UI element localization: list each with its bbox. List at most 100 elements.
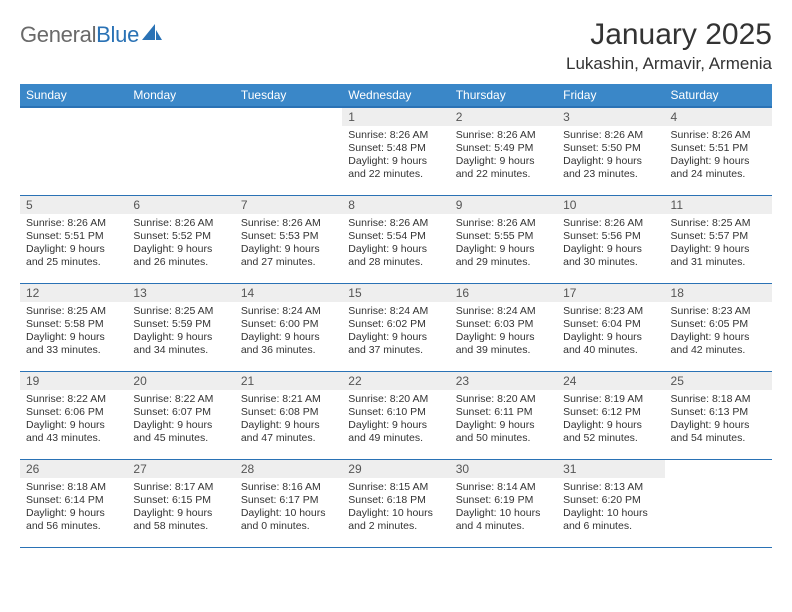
calendar-cell: 15Sunrise: 8:24 AMSunset: 6:02 PMDayligh… [342, 283, 449, 371]
day-header: Thursday [450, 84, 557, 107]
sunrise-line: Sunrise: 8:25 AM [26, 305, 121, 318]
sunrise-line: Sunrise: 8:24 AM [348, 305, 443, 318]
day-number: 28 [235, 460, 342, 478]
day-number: 16 [450, 284, 557, 302]
calendar-cell [665, 459, 772, 547]
cell-body: Sunrise: 8:25 AMSunset: 5:58 PMDaylight:… [20, 302, 127, 362]
day-number: 14 [235, 284, 342, 302]
sunrise-line: Sunrise: 8:13 AM [563, 481, 658, 494]
day-number: 7 [235, 196, 342, 214]
day-number: 8 [342, 196, 449, 214]
sunrise-line: Sunrise: 8:24 AM [456, 305, 551, 318]
sunset-line: Sunset: 5:55 PM [456, 230, 551, 243]
day-header: Tuesday [235, 84, 342, 107]
calendar-cell: 30Sunrise: 8:14 AMSunset: 6:19 PMDayligh… [450, 459, 557, 547]
sunrise-line: Sunrise: 8:26 AM [133, 217, 228, 230]
cell-body: Sunrise: 8:18 AMSunset: 6:13 PMDaylight:… [665, 390, 772, 450]
calendar-cell: 9Sunrise: 8:26 AMSunset: 5:55 PMDaylight… [450, 195, 557, 283]
daylight-line: Daylight: 9 hours and 45 minutes. [133, 419, 228, 445]
daylight-line: Daylight: 9 hours and 39 minutes. [456, 331, 551, 357]
calendar-cell: 16Sunrise: 8:24 AMSunset: 6:03 PMDayligh… [450, 283, 557, 371]
day-number: 3 [557, 108, 664, 126]
day-number: 20 [127, 372, 234, 390]
calendar-cell: 5Sunrise: 8:26 AMSunset: 5:51 PMDaylight… [20, 195, 127, 283]
cell-body: Sunrise: 8:26 AMSunset: 5:55 PMDaylight:… [450, 214, 557, 274]
calendar-table: SundayMondayTuesdayWednesdayThursdayFrid… [20, 84, 772, 548]
cell-body: Sunrise: 8:26 AMSunset: 5:51 PMDaylight:… [20, 214, 127, 274]
day-number: 5 [20, 196, 127, 214]
day-number: 9 [450, 196, 557, 214]
day-number: 27 [127, 460, 234, 478]
cell-body: Sunrise: 8:23 AMSunset: 6:05 PMDaylight:… [665, 302, 772, 362]
day-number: 13 [127, 284, 234, 302]
sunset-line: Sunset: 6:08 PM [241, 406, 336, 419]
day-number: 25 [665, 372, 772, 390]
day-header: Monday [127, 84, 234, 107]
daylight-line: Daylight: 10 hours and 4 minutes. [456, 507, 551, 533]
day-number: 31 [557, 460, 664, 478]
calendar-cell: 23Sunrise: 8:20 AMSunset: 6:11 PMDayligh… [450, 371, 557, 459]
cell-body: Sunrise: 8:26 AMSunset: 5:51 PMDaylight:… [665, 126, 772, 186]
sunset-line: Sunset: 5:59 PM [133, 318, 228, 331]
day-header: Saturday [665, 84, 772, 107]
calendar-cell: 28Sunrise: 8:16 AMSunset: 6:17 PMDayligh… [235, 459, 342, 547]
cell-body: Sunrise: 8:21 AMSunset: 6:08 PMDaylight:… [235, 390, 342, 450]
cell-body: Sunrise: 8:24 AMSunset: 6:03 PMDaylight:… [450, 302, 557, 362]
daylight-line: Daylight: 9 hours and 54 minutes. [671, 419, 766, 445]
sunset-line: Sunset: 5:48 PM [348, 142, 443, 155]
day-number: 12 [20, 284, 127, 302]
sunrise-line: Sunrise: 8:26 AM [563, 217, 658, 230]
calendar-cell: 4Sunrise: 8:26 AMSunset: 5:51 PMDaylight… [665, 107, 772, 195]
cell-body: Sunrise: 8:25 AMSunset: 5:57 PMDaylight:… [665, 214, 772, 274]
day-number: 24 [557, 372, 664, 390]
daylight-line: Daylight: 10 hours and 6 minutes. [563, 507, 658, 533]
month-title: January 2025 [566, 18, 772, 52]
calendar-cell: 1Sunrise: 8:26 AMSunset: 5:48 PMDaylight… [342, 107, 449, 195]
calendar-cell: 24Sunrise: 8:19 AMSunset: 6:12 PMDayligh… [557, 371, 664, 459]
calendar-row: 19Sunrise: 8:22 AMSunset: 6:06 PMDayligh… [20, 371, 772, 459]
calendar-row: 12Sunrise: 8:25 AMSunset: 5:58 PMDayligh… [20, 283, 772, 371]
daylight-line: Daylight: 9 hours and 36 minutes. [241, 331, 336, 357]
cell-body: Sunrise: 8:14 AMSunset: 6:19 PMDaylight:… [450, 478, 557, 538]
sunset-line: Sunset: 6:11 PM [456, 406, 551, 419]
sunrise-line: Sunrise: 8:21 AM [241, 393, 336, 406]
day-header: Friday [557, 84, 664, 107]
sunrise-line: Sunrise: 8:20 AM [456, 393, 551, 406]
sunrise-line: Sunrise: 8:26 AM [456, 217, 551, 230]
sunrise-line: Sunrise: 8:24 AM [241, 305, 336, 318]
sunset-line: Sunset: 6:05 PM [671, 318, 766, 331]
calendar-cell: 21Sunrise: 8:21 AMSunset: 6:08 PMDayligh… [235, 371, 342, 459]
daylight-line: Daylight: 9 hours and 24 minutes. [671, 155, 766, 181]
daylight-line: Daylight: 10 hours and 2 minutes. [348, 507, 443, 533]
logo-part1: General [20, 22, 96, 47]
calendar-cell: 27Sunrise: 8:17 AMSunset: 6:15 PMDayligh… [127, 459, 234, 547]
calendar-body: 1Sunrise: 8:26 AMSunset: 5:48 PMDaylight… [20, 107, 772, 547]
sunset-line: Sunset: 6:19 PM [456, 494, 551, 507]
sunrise-line: Sunrise: 8:26 AM [348, 129, 443, 142]
sunset-line: Sunset: 6:17 PM [241, 494, 336, 507]
sunset-line: Sunset: 6:03 PM [456, 318, 551, 331]
calendar-cell: 2Sunrise: 8:26 AMSunset: 5:49 PMDaylight… [450, 107, 557, 195]
daylight-line: Daylight: 9 hours and 26 minutes. [133, 243, 228, 269]
sunrise-line: Sunrise: 8:25 AM [671, 217, 766, 230]
logo-part2: Blue [96, 22, 139, 47]
calendar-cell: 22Sunrise: 8:20 AMSunset: 6:10 PMDayligh… [342, 371, 449, 459]
sunrise-line: Sunrise: 8:18 AM [671, 393, 766, 406]
sunset-line: Sunset: 6:07 PM [133, 406, 228, 419]
sunrise-line: Sunrise: 8:17 AM [133, 481, 228, 494]
day-number: 15 [342, 284, 449, 302]
calendar-cell: 26Sunrise: 8:18 AMSunset: 6:14 PMDayligh… [20, 459, 127, 547]
daylight-line: Daylight: 9 hours and 47 minutes. [241, 419, 336, 445]
cell-body: Sunrise: 8:23 AMSunset: 6:04 PMDaylight:… [557, 302, 664, 362]
sunset-line: Sunset: 5:49 PM [456, 142, 551, 155]
day-header: Sunday [20, 84, 127, 107]
cell-body: Sunrise: 8:20 AMSunset: 6:11 PMDaylight:… [450, 390, 557, 450]
sunrise-line: Sunrise: 8:26 AM [26, 217, 121, 230]
day-number: 21 [235, 372, 342, 390]
cell-body: Sunrise: 8:16 AMSunset: 6:17 PMDaylight:… [235, 478, 342, 538]
calendar-cell: 13Sunrise: 8:25 AMSunset: 5:59 PMDayligh… [127, 283, 234, 371]
day-number: 2 [450, 108, 557, 126]
sunset-line: Sunset: 5:51 PM [671, 142, 766, 155]
calendar-cell: 8Sunrise: 8:26 AMSunset: 5:54 PMDaylight… [342, 195, 449, 283]
day-number: 18 [665, 284, 772, 302]
